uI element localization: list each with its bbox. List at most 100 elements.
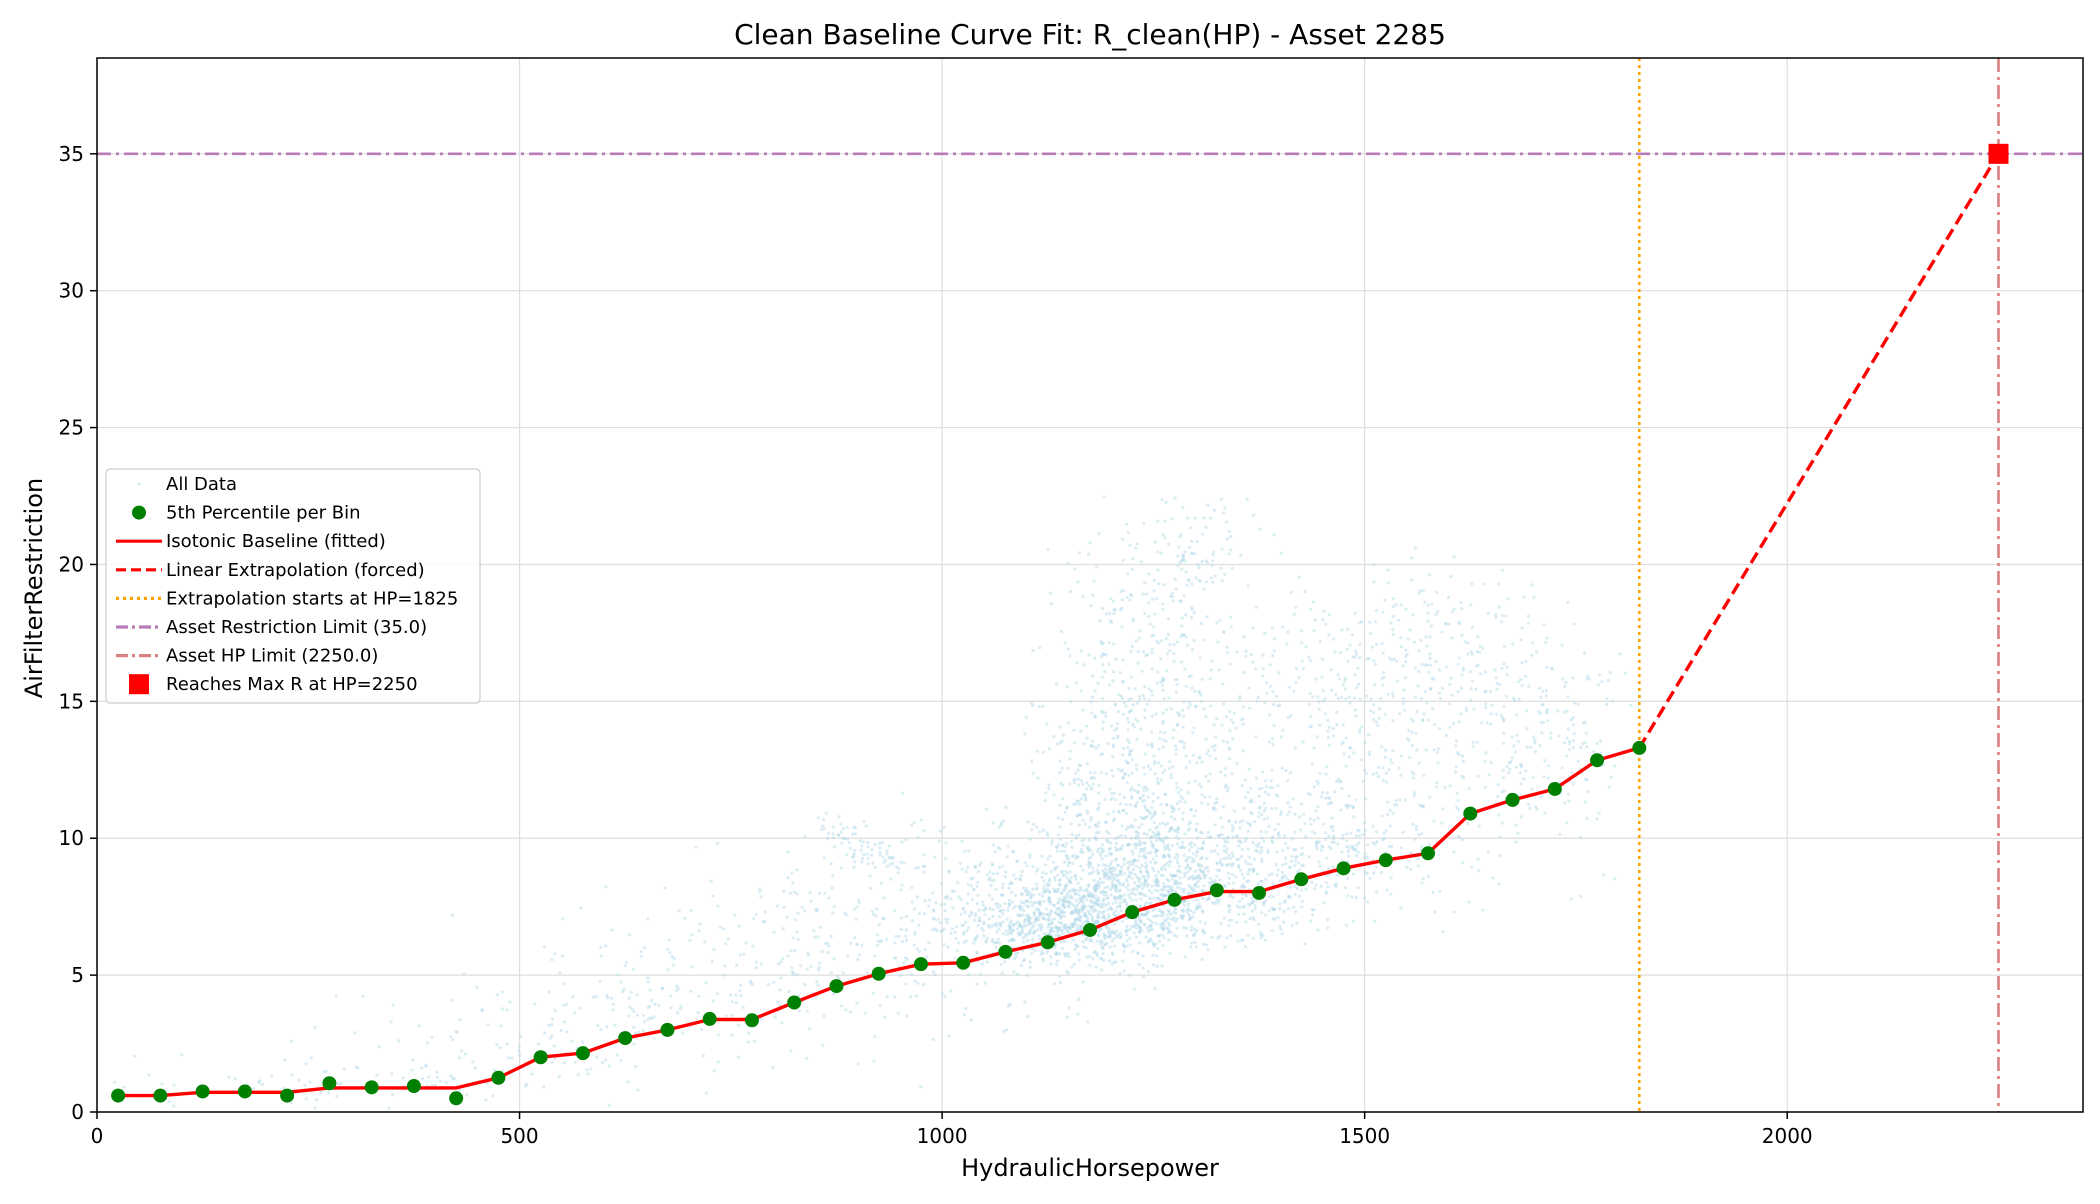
scatter-point [1279,810,1284,814]
scatter-point [1105,893,1109,897]
scatter-point [1079,813,1083,817]
scatter-point [1357,828,1361,832]
scatter-point [1093,689,1097,693]
scatter-point [1162,936,1166,940]
scatter-point [993,850,997,854]
scatter-point [1165,836,1169,840]
scatter-point [1158,922,1162,927]
scatter-point [1498,682,1502,687]
scatter-point [1044,932,1048,936]
scatter-point [1165,844,1169,849]
scatter-point [1195,929,1199,933]
scatter-point [1514,823,1518,828]
scatter-point [507,1056,511,1060]
scatter-point [1251,867,1255,871]
scatter-point [1091,870,1095,874]
scatter-point [1125,843,1130,848]
scatter-point [1108,888,1112,892]
scatter-point [1609,775,1614,779]
scatter-point [1089,700,1093,704]
scatter-point [1403,798,1407,802]
scatter-point [1262,839,1266,844]
scatter-point [1328,796,1332,801]
scatter-point [1188,820,1193,825]
scatter-point [1502,704,1506,709]
scatter-point [1251,901,1255,905]
scatter-point [744,941,748,945]
scatter-point [1069,896,1073,900]
scatter-point [1047,783,1051,787]
scatter-point [1118,888,1122,893]
scatter-point [1148,622,1152,626]
scatter-point [591,995,596,999]
y-tick-label: 20 [59,552,84,576]
scatter-point [1129,594,1133,598]
scatter-point [1417,591,1421,595]
scatter-point [1050,926,1054,930]
scatter-point [1209,704,1213,708]
scatter-point [1063,926,1068,930]
scatter-point [1086,811,1090,816]
scatter-point [1157,933,1161,938]
scatter-point [314,1098,319,1102]
scatter-point [1195,876,1199,880]
scatter-point [1227,820,1231,824]
scatter-point [1031,703,1035,708]
scatter-point [258,1079,262,1083]
scatter-point [1340,742,1344,746]
scatter-point [1202,638,1206,642]
scatter-point [1067,860,1071,865]
scatter-point [1092,579,1096,584]
scatter-point [1056,816,1060,820]
scatter-point [1278,907,1282,911]
scatter-point [1423,663,1427,667]
scatter-point [853,860,857,864]
scatter-point [791,972,795,976]
scatter-point [1070,965,1074,969]
scatter-point [1167,649,1171,653]
scatter-point [1464,709,1469,713]
scatter-point [1154,921,1159,926]
scatter-point [852,852,856,856]
scatter-point [905,1014,909,1018]
scatter-point [1267,740,1272,744]
scatter-point [1125,933,1129,937]
scatter-point [1100,945,1104,950]
scatter-point [1275,850,1279,854]
scatter-point [1381,778,1385,782]
scatter-point [859,848,863,852]
scatter-point [1167,924,1171,928]
scatter-point [1145,901,1149,905]
scatter-point [1340,628,1344,632]
scatter-point [1399,754,1403,758]
scatter-point [1076,580,1080,584]
scatter-point [1061,783,1065,787]
scatter-point [1068,889,1073,893]
scatter-point [1220,682,1225,686]
scatter-point [1111,883,1116,887]
scatter-point [1208,877,1212,881]
scatter-point [1331,828,1335,833]
scatter-point [1611,699,1615,703]
scatter-point [1209,668,1213,672]
scatter-point [1058,981,1062,985]
scatter-point [1152,625,1156,629]
scatter-point [1504,694,1508,699]
scatter-point [1481,908,1485,912]
scatter-point [1371,772,1375,776]
scatter-point [1151,845,1155,850]
scatter-point [1505,765,1509,769]
scatter-point [1330,688,1334,692]
scatter-point [1116,767,1120,771]
scatter-point [991,872,995,876]
scatter-point [1278,925,1282,929]
scatter-point [1135,888,1139,892]
scatter-point [1515,733,1519,738]
scatter-point [1173,906,1177,911]
scatter-point [1174,752,1178,756]
scatter-point [1025,864,1029,868]
scatter-point [1153,809,1157,814]
scatter-point [1365,843,1370,847]
scatter-point [1354,854,1358,858]
scatter-point [853,826,857,830]
